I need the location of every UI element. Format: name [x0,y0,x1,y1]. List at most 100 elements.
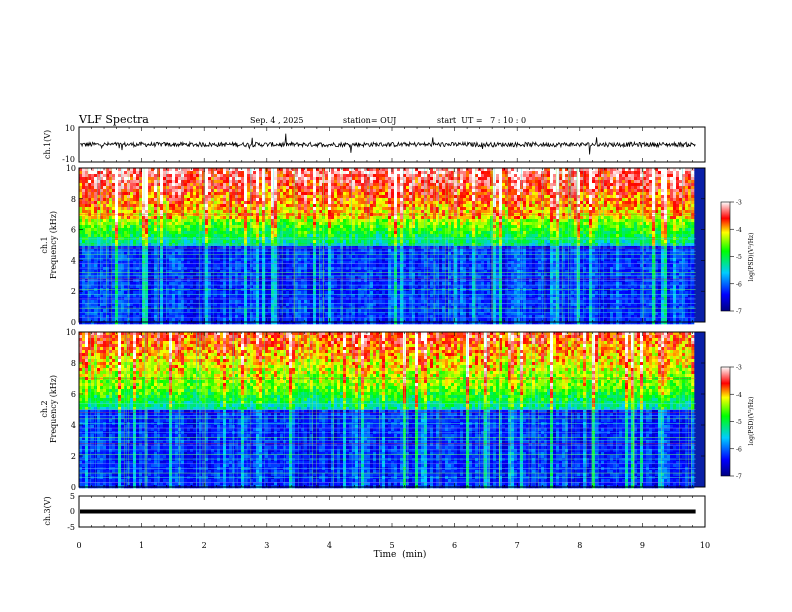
spectrogram-cell [172,261,176,265]
spectrogram-cell [106,291,110,295]
spectrogram-cell [115,315,119,319]
spectrogram-cell [94,267,98,271]
spectrogram-cell [244,249,248,253]
spectrogram-cell [331,231,335,235]
spectrogram-cell [241,204,245,208]
spectrogram-cell [298,180,302,184]
spectrogram-cell [97,306,101,310]
spectrogram-cell [82,207,86,211]
spectrogram-cell [124,177,128,181]
spectrogram-cell [352,291,356,295]
spectrogram-cell [118,213,122,217]
spectrogram-cell [307,249,311,253]
spectrogram-cell [100,222,104,226]
spectrogram-cell [295,201,299,205]
spectrogram-cell [106,186,110,190]
spectrogram-cell [289,291,293,295]
spectrogram-cell [283,249,287,253]
spectrogram-cell [139,234,143,238]
spectrogram-cell [226,270,230,274]
spectrogram-cell [205,282,209,286]
spectrogram-cell [274,198,278,202]
spectrogram-cell [253,309,257,313]
spectrogram-cell [277,186,281,190]
spectrogram-cell [175,168,179,172]
spectrogram-cell [82,174,86,178]
spectrogram-cell [154,249,158,253]
spectrogram-cell [253,174,257,178]
spectrogram-cell [268,195,272,199]
spectrogram-cell [235,303,239,307]
spectrogram-cell [337,234,341,238]
spectrogram-cell [130,192,134,196]
spectrogram-cell [334,315,338,319]
spectrogram-cell [349,267,353,271]
spectrogram-cell [136,186,140,190]
spectrogram-cell [100,207,104,211]
spectrogram-cell [286,318,290,322]
spectrogram-cell [313,189,317,193]
spectrogram-cell [193,192,197,196]
spectrogram-cell [340,309,344,313]
spectrogram-cell [151,216,155,220]
spectrogram-cell [193,213,197,217]
spectrogram-cell [118,240,122,244]
spectrogram-cell [79,309,83,313]
spectrogram-cell [148,198,152,202]
spectrogram-cell [190,273,194,277]
spectrogram-cell [304,264,308,268]
spectrogram-cell [124,186,128,190]
spectrogram-cell [340,246,344,250]
spectrogram-cell [325,177,329,181]
spectrogram-cell [262,300,266,304]
spectrogram-cell [247,267,251,271]
spectrogram-cell [250,312,254,316]
spectrogram-cell [82,309,86,313]
spectrogram-cell [337,189,341,193]
spectrogram-cell [145,267,149,271]
spectrogram-cell [154,255,158,259]
spectrogram-cell [214,174,218,178]
spectrogram-cell [316,261,320,265]
spectrogram-cell [148,186,152,190]
spectrogram-cell [304,204,308,208]
spectrogram-cell [97,309,101,313]
spectrogram-cell [310,282,314,286]
spectrogram-cell [112,261,116,265]
spectrogram-cell [253,222,257,226]
spectrogram-cell [343,210,347,214]
spectrogram-cell [133,204,137,208]
spectrogram-cell [328,243,332,247]
spectrogram-cell [85,234,89,238]
spectrogram-cell [235,309,239,313]
spectrogram-cell [148,246,152,250]
spectrogram-cell [88,246,92,250]
spectrogram-cell [328,306,332,310]
spectrogram-cell [313,315,317,319]
spectrogram-cell [211,312,215,316]
spectrogram-cell [145,273,149,277]
spectrogram-cell [256,207,260,211]
spectrogram-cell [79,222,83,226]
spectrogram-cell [187,264,191,268]
spectrogram-cell [160,174,164,178]
spectrogram-cell [175,270,179,274]
spectrogram-cell [298,282,302,286]
spectrogram-cell [265,246,269,250]
spectrogram-cell [175,294,179,298]
spectrogram-cell [214,300,218,304]
ch1-ylabel: ch.1(V) [43,130,52,159]
spectrogram-cell [268,246,272,250]
spectrogram-cell [154,312,158,316]
spectrogram-cell [352,186,356,190]
spectrogram-cell [190,267,194,271]
spectrogram-cell [166,300,170,304]
spectrogram-cell [331,258,335,262]
spectrogram-cell [328,276,332,280]
spectrogram-cell [181,261,185,265]
spectrogram-cell [274,234,278,238]
spectrogram-cell [106,300,110,304]
spectrogram-cell [286,249,290,253]
spectrogram-cell [244,213,248,217]
spectrogram-cell [337,171,341,175]
